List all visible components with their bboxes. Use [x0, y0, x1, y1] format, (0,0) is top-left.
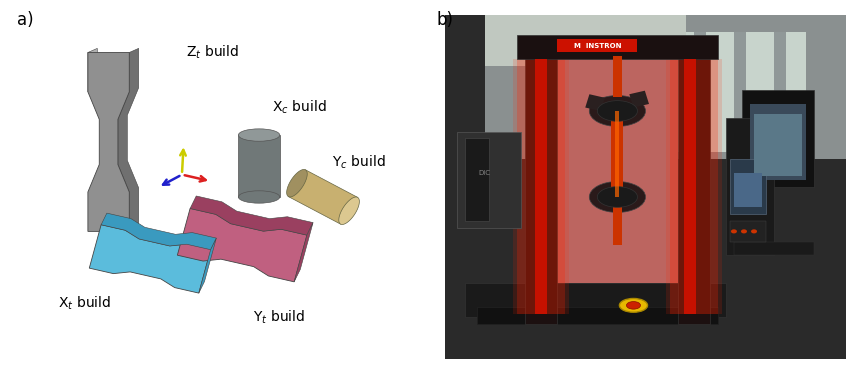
Bar	[535, 59, 547, 314]
Polygon shape	[294, 223, 313, 282]
Bar	[465, 138, 489, 221]
Text: a): a)	[17, 11, 33, 29]
Bar	[611, 111, 623, 197]
Bar	[754, 115, 802, 176]
Bar	[774, 32, 787, 152]
Bar	[485, 15, 846, 159]
Bar	[742, 90, 814, 187]
Bar	[612, 197, 622, 245]
Polygon shape	[88, 52, 129, 231]
Bar	[678, 49, 710, 324]
Text: X$_t$ build: X$_t$ build	[58, 295, 111, 312]
Ellipse shape	[589, 96, 646, 127]
Polygon shape	[89, 225, 210, 293]
Bar	[669, 59, 718, 314]
Text: b): b)	[436, 11, 453, 29]
Bar	[734, 32, 746, 152]
Ellipse shape	[619, 299, 647, 312]
Ellipse shape	[741, 229, 747, 234]
Bar	[750, 104, 806, 180]
Bar	[612, 56, 622, 97]
Ellipse shape	[589, 182, 646, 212]
Bar	[665, 59, 722, 314]
Ellipse shape	[751, 229, 757, 234]
Bar	[485, 15, 686, 66]
Bar	[726, 118, 774, 255]
Ellipse shape	[239, 191, 280, 203]
Bar	[513, 59, 569, 314]
Text: Y$_c$ build: Y$_c$ build	[333, 154, 386, 171]
Text: Z$_t$ build: Z$_t$ build	[186, 44, 239, 61]
Bar	[457, 132, 521, 228]
Bar	[678, 32, 806, 152]
Ellipse shape	[627, 302, 640, 309]
Polygon shape	[288, 170, 357, 224]
Bar	[557, 39, 638, 52]
Polygon shape	[339, 197, 359, 224]
Ellipse shape	[598, 187, 638, 207]
Bar	[730, 159, 766, 214]
Ellipse shape	[731, 229, 737, 234]
Bar	[734, 173, 762, 207]
Bar	[585, 94, 605, 111]
Polygon shape	[101, 213, 216, 250]
Text: X$_c$ build: X$_c$ build	[272, 99, 327, 116]
Bar	[629, 91, 649, 108]
Text: DIC: DIC	[479, 170, 491, 176]
Bar	[465, 283, 726, 317]
Text: Y$_t$ build: Y$_t$ build	[253, 309, 305, 326]
Bar	[730, 221, 766, 242]
Bar	[517, 35, 718, 59]
Text: M  INSTRON: M INSTRON	[574, 42, 621, 49]
Bar	[557, 59, 678, 283]
Polygon shape	[199, 238, 216, 293]
Bar	[239, 135, 280, 197]
Bar	[616, 111, 619, 197]
Polygon shape	[118, 48, 139, 231]
Bar	[693, 32, 706, 152]
Bar	[734, 242, 814, 255]
Polygon shape	[190, 196, 313, 235]
Bar	[517, 59, 565, 314]
Bar	[477, 307, 718, 324]
Bar	[525, 49, 557, 324]
Polygon shape	[286, 169, 307, 197]
Bar	[684, 59, 696, 314]
Ellipse shape	[598, 101, 638, 121]
Polygon shape	[88, 48, 97, 92]
Ellipse shape	[239, 129, 280, 141]
Bar	[557, 59, 678, 283]
Polygon shape	[177, 209, 307, 282]
